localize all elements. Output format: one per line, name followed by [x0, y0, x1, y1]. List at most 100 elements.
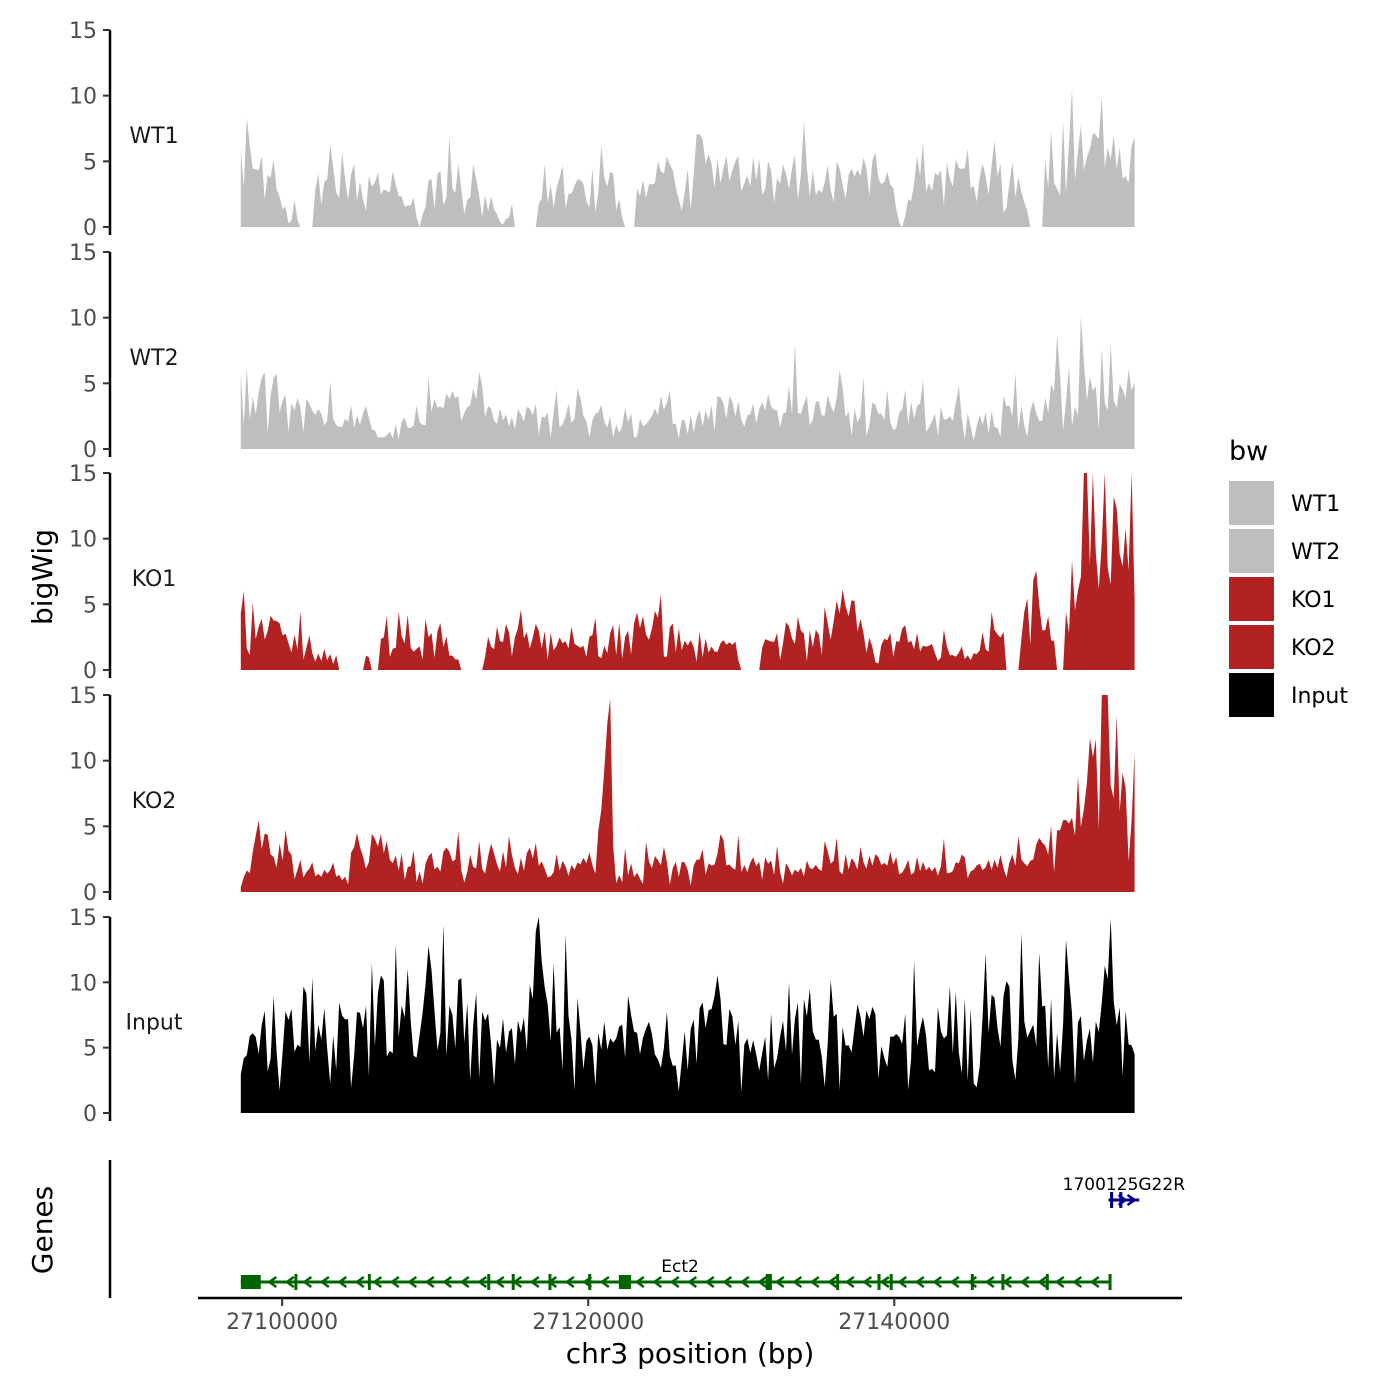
- strand-arrow: [1126, 1193, 1137, 1207]
- gene-ect2: Ect2: [240, 1257, 1112, 1290]
- y-tick-label: 5: [83, 1037, 97, 1062]
- strand-arrow: [879, 1275, 890, 1289]
- exon: [970, 1274, 974, 1290]
- exon: [588, 1274, 592, 1290]
- strand-arrow: [652, 1275, 663, 1289]
- gene-label-ect2: Ect2: [661, 1257, 699, 1277]
- strand-arrow: [704, 1275, 715, 1289]
- exon: [1108, 1274, 1112, 1290]
- coverage-area-wt1: [240, 89, 1135, 227]
- track-label-wt2: WT2: [129, 346, 178, 371]
- exon: [511, 1274, 515, 1290]
- exon: [1119, 1192, 1123, 1208]
- strand-arrow: [1089, 1275, 1100, 1289]
- strand-arrow: [564, 1275, 575, 1289]
- genes-panel-title: Genes: [26, 1186, 59, 1274]
- x-axis: 27100000 27120000 27140000: [226, 1298, 950, 1335]
- y-tick-label: 15: [69, 19, 97, 44]
- y-tick-label: 5: [83, 593, 97, 618]
- exon: [240, 1275, 261, 1289]
- y-tick-label: 0: [83, 438, 97, 463]
- legend-label-input: Input: [1291, 684, 1348, 709]
- strand-arrow: [389, 1275, 400, 1289]
- y-axis-title: bigWig: [26, 529, 59, 625]
- x-tick-label: 27120000: [532, 1310, 644, 1335]
- strand-arrow: [1054, 1275, 1065, 1289]
- strand-arrow: [827, 1275, 838, 1289]
- strand-arrow: [407, 1275, 418, 1289]
- strand-arrow: [634, 1275, 645, 1289]
- coverage-area-ko1: [240, 473, 1135, 670]
- strand-arrow: [1072, 1275, 1083, 1289]
- track-wt1: 0 5 10 15 WT1: [69, 19, 1135, 241]
- strand-arrow: [722, 1275, 733, 1289]
- y-tick-label: 0: [83, 659, 97, 684]
- strand-arrow: [337, 1275, 348, 1289]
- strand-arrow: [932, 1275, 943, 1289]
- strand-arrow: [459, 1275, 470, 1289]
- y-tick-label: 15: [69, 241, 97, 266]
- strand-arrow: [914, 1275, 925, 1289]
- y-tick-label: 0: [83, 1102, 97, 1127]
- strand-arrow: [862, 1275, 873, 1289]
- exon: [1110, 1192, 1114, 1208]
- strand-arrow: [372, 1275, 383, 1289]
- strand-arrow: [949, 1275, 960, 1289]
- coverage-tracks: 0 5 10 15 WT1 0 5 10 15 WT2 0 5 10 15 KO1 0 5 10 15 KO2 0 5 10…: [69, 19, 1135, 1127]
- strand-arrow: [669, 1275, 680, 1289]
- y-tick-label: 0: [83, 881, 97, 906]
- y-tick-label: 10: [69, 971, 97, 996]
- exon: [877, 1274, 881, 1290]
- track-label-ko2: KO2: [132, 789, 177, 814]
- legend-label-wt2: WT2: [1291, 540, 1340, 565]
- exon: [487, 1274, 491, 1290]
- y-tick-label: 15: [69, 462, 97, 487]
- track-label-wt1: WT1: [129, 124, 178, 149]
- strand-arrow: [494, 1275, 505, 1289]
- y-tick-label: 5: [83, 815, 97, 840]
- strand-arrow: [774, 1275, 785, 1289]
- y-tick-label: 0: [83, 216, 97, 241]
- track-wt2: 0 5 10 15 WT2: [69, 241, 1135, 463]
- strand-arrow: [477, 1275, 488, 1289]
- strand-arrow: [757, 1275, 768, 1289]
- track-ko1: 0 5 10 15 KO1: [69, 462, 1135, 684]
- y-tick-label: 5: [83, 372, 97, 397]
- x-tick-label: 27140000: [838, 1310, 950, 1335]
- strand-arrow: [284, 1275, 295, 1289]
- strand-arrow: [1037, 1275, 1048, 1289]
- strand-arrow: [792, 1275, 803, 1289]
- strand-arrow: [844, 1275, 855, 1289]
- legend-swatch-ko1: [1229, 577, 1274, 621]
- track-input: 0 5 10 15 Input: [69, 906, 1135, 1127]
- strand-arrow: [739, 1275, 750, 1289]
- exon: [1001, 1274, 1005, 1290]
- exon: [548, 1274, 552, 1290]
- strand-arrow: [529, 1275, 540, 1289]
- gene-label-1700125g22rik: 1700125G22R: [1063, 1175, 1186, 1195]
- exon: [618, 1275, 632, 1289]
- legend-label-ko2: KO2: [1291, 636, 1336, 661]
- legend-swatch-ko2: [1229, 625, 1274, 669]
- strand-arrow: [442, 1275, 453, 1289]
- exon: [765, 1274, 772, 1290]
- legend-title: bw: [1229, 436, 1268, 467]
- legend-swatch-input: [1229, 673, 1274, 717]
- y-tick-label: 5: [83, 150, 97, 175]
- y-tick-label: 15: [69, 684, 97, 709]
- y-tick-label: 10: [69, 750, 97, 775]
- legend: bw WT1 WT2 KO1 KO2 Input: [1229, 436, 1348, 717]
- legend-swatch-wt1: [1229, 481, 1274, 525]
- y-tick-label: 10: [69, 85, 97, 110]
- legend-label-ko1: KO1: [1291, 588, 1336, 613]
- coverage-area-ko2: [240, 695, 1135, 892]
- strand-arrow: [302, 1275, 313, 1289]
- strand-arrow: [809, 1275, 820, 1289]
- x-tick-label: 27100000: [226, 1310, 338, 1335]
- strand-arrow: [984, 1275, 995, 1289]
- legend-label-wt1: WT1: [1291, 492, 1340, 517]
- strand-arrow: [687, 1275, 698, 1289]
- track-label-input: Input: [126, 1011, 183, 1036]
- strand-arrow: [967, 1275, 978, 1289]
- exon: [836, 1274, 840, 1290]
